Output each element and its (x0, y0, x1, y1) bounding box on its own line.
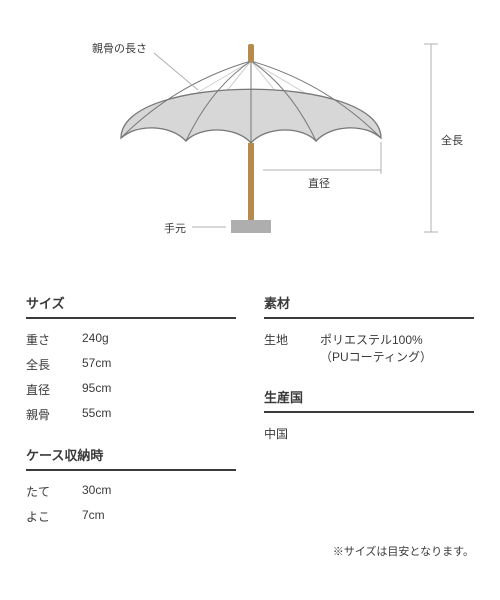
country-heading: 生産国 (264, 387, 474, 413)
size-row: 全長 57cm (26, 352, 236, 377)
spec-value: 95cm (82, 381, 111, 398)
spec-value: 7cm (82, 508, 105, 525)
spec-value: 55cm (82, 406, 111, 423)
handle (231, 220, 271, 233)
label-diameter: 直径 (308, 175, 330, 191)
spec-label: 全長 (26, 356, 82, 373)
spec-value: ポリエステル100% （PUコーティング） (320, 331, 432, 365)
size-row: 直径 95cm (26, 377, 236, 402)
size-row: 親骨 55cm (26, 402, 236, 427)
size-row: 重さ 240g (26, 327, 236, 352)
material-row: 生地 ポリエステル100% （PUコーティング） (264, 327, 474, 369)
spec-value: 30cm (82, 483, 111, 500)
right-column: 素材 生地 ポリエステル100% （PUコーティング） 生産国 中国 (264, 293, 474, 529)
label-total-length: 全長 (441, 132, 463, 148)
material-line2: （PUコーティング） (320, 348, 432, 365)
shaft (248, 143, 254, 220)
spec-label: 重さ (26, 331, 82, 348)
size-heading: サイズ (26, 293, 236, 319)
umbrella-diagram: 親骨の長さ 直径 手元 全長 (26, 18, 474, 268)
spec-columns: サイズ 重さ 240g 全長 57cm 直径 95cm 親骨 55cm ケース収… (26, 293, 474, 529)
spec-label: 生地 (264, 331, 320, 365)
ferrule (248, 44, 254, 62)
label-handle: 手元 (164, 220, 186, 236)
spec-label: よこ (26, 508, 82, 525)
spec-value: 240g (82, 331, 109, 348)
left-column: サイズ 重さ 240g 全長 57cm 直径 95cm 親骨 55cm ケース収… (26, 293, 236, 529)
material-line1: ポリエステル100% (320, 331, 432, 348)
spec-value: 57cm (82, 356, 111, 373)
material-heading: 素材 (264, 293, 474, 319)
label-rib-length: 親骨の長さ (92, 40, 147, 56)
case-row: たて 30cm (26, 479, 236, 504)
spec-label: たて (26, 483, 82, 500)
country-value: 中国 (264, 421, 474, 446)
spec-label: 親骨 (26, 406, 82, 423)
rib-pointer (154, 53, 198, 90)
spec-label: 直径 (26, 381, 82, 398)
case-row: よこ 7cm (26, 504, 236, 529)
footnote: ※サイズは目安となります。 (26, 543, 474, 559)
case-heading: ケース収納時 (26, 445, 236, 471)
